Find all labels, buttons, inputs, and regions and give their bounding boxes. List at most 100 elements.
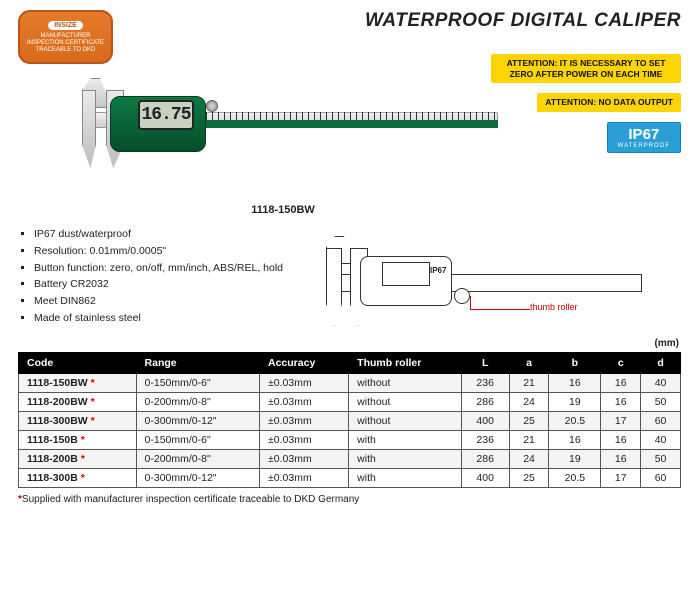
footnote-text: Supplied with manufacturer inspection ce… <box>22 494 359 505</box>
table-row: 1118-150B *0-150mm/0-6"±0.03mmwith236211… <box>19 431 681 450</box>
certification-badge: INSIZE MANUFACTURER INSPECTION CERTIFICA… <box>18 10 113 64</box>
table-cell: 40 <box>641 431 681 450</box>
caliper-graduations <box>158 112 498 120</box>
table-cell: ±0.03mm <box>260 393 349 412</box>
diagram-ip67-text: IP67 <box>430 266 446 275</box>
table-cell: 0-300mm/0-12" <box>136 469 259 488</box>
table-cell: with <box>349 450 462 469</box>
diagram-callout-line <box>470 296 530 310</box>
table-cell: ±0.03mm <box>260 450 349 469</box>
caliper-lcd: 16.75 <box>138 100 194 130</box>
table-cell: 16 <box>601 431 641 450</box>
table-cell: with <box>349 469 462 488</box>
table-cell: 0-150mm/0-6" <box>136 431 259 450</box>
table-cell: 24 <box>509 393 549 412</box>
table-cell: 21 <box>509 374 549 393</box>
table-header-cell: Range <box>136 353 259 374</box>
row-asterisk: * <box>78 472 85 484</box>
table-cell: 50 <box>641 450 681 469</box>
table-cell: 0-200mm/0-8" <box>136 393 259 412</box>
table-cell: without <box>349 374 462 393</box>
table-cell: without <box>349 412 462 431</box>
table-row: 1118-300B *0-300mm/0-12"±0.03mmwith40025… <box>19 469 681 488</box>
table-cell: 17 <box>601 412 641 431</box>
table-header-cell: L <box>461 353 509 374</box>
table-cell: 16 <box>549 374 601 393</box>
table-header-cell: b <box>549 353 601 374</box>
row-asterisk: * <box>78 453 85 465</box>
badge-line2: INSPECTION CERTIFICATE <box>27 40 104 47</box>
table-cell: 286 <box>461 450 509 469</box>
table-cell: 0-150mm/0-6" <box>136 374 259 393</box>
caliper-green-strip <box>158 120 498 128</box>
table-cell: 1118-200BW * <box>19 393 137 412</box>
table-cell: 40 <box>641 374 681 393</box>
table-row: 1118-300BW *0-300mm/0-12"±0.03mmwithout4… <box>19 412 681 431</box>
table-cell: 236 <box>461 431 509 450</box>
table-cell: 20.5 <box>549 412 601 431</box>
table-cell: with <box>349 431 462 450</box>
table-cell: 0-200mm/0-8" <box>136 450 259 469</box>
table-cell: 16 <box>601 374 641 393</box>
feature-item: Battery CR2032 <box>34 276 298 293</box>
table-cell: 16 <box>549 431 601 450</box>
table-cell: 25 <box>509 412 549 431</box>
table-cell: 400 <box>461 469 509 488</box>
table-cell: ±0.03mm <box>260 469 349 488</box>
table-cell: 16 <box>601 450 641 469</box>
table-cell: 60 <box>641 412 681 431</box>
feature-item: Resolution: 0.01mm/0.0005" <box>34 243 298 260</box>
table-cell: ±0.03mm <box>260 431 349 450</box>
badge-line1: MANUFACTURER <box>40 33 90 40</box>
table-header-cell: a <box>509 353 549 374</box>
diagram-fixed-jaw <box>326 248 342 326</box>
table-cell: 1118-150B * <box>19 431 137 450</box>
caliper-lock-wheel <box>206 100 218 112</box>
table-cell: 236 <box>461 374 509 393</box>
feature-item: Meet DIN862 <box>34 293 298 310</box>
attention-no-data: ATTENTION: NO DATA OUTPUT <box>537 93 681 112</box>
table-cell: 1118-150BW * <box>19 374 137 393</box>
specifications-table: CodeRangeAccuracyThumb rollerLabcd 1118-… <box>18 352 681 488</box>
diagram-callout-text: thumb roller <box>530 302 578 312</box>
table-header-cell: Accuracy <box>260 353 349 374</box>
table-cell: 24 <box>509 450 549 469</box>
table-cell: 16 <box>601 393 641 412</box>
table-cell: ±0.03mm <box>260 412 349 431</box>
ip67-badge: IP67 WATERPROOF <box>607 122 681 153</box>
ip67-main: IP67 <box>628 126 659 143</box>
dimension-diagram: IP67 thumb roller <box>312 226 662 346</box>
row-asterisk: * <box>88 377 95 389</box>
row-asterisk: * <box>88 415 95 427</box>
feature-item: Button function: zero, on/off, mm/inch, … <box>34 260 298 277</box>
badge-brand: INSIZE <box>48 21 83 31</box>
row-asterisk: * <box>78 434 85 446</box>
table-cell: 1118-300BW * <box>19 412 137 431</box>
table-header-cell: c <box>601 353 641 374</box>
table-cell: 25 <box>509 469 549 488</box>
table-header-cell: Code <box>19 353 137 374</box>
table-cell: 1118-200B * <box>19 450 137 469</box>
table-cell: 21 <box>509 431 549 450</box>
product-illustration: 16.75 <box>48 70 518 200</box>
table-cell: 19 <box>549 393 601 412</box>
feature-item: IP67 dust/waterproof <box>34 226 298 243</box>
table-cell: 400 <box>461 412 509 431</box>
table-header-cell: Thumb roller <box>349 353 462 374</box>
footnote: *Supplied with manufacturer inspection c… <box>18 494 681 505</box>
table-cell: 286 <box>461 393 509 412</box>
table-row: 1118-200BW *0-200mm/0-8"±0.03mmwithout28… <box>19 393 681 412</box>
table-cell: 20.5 <box>549 469 601 488</box>
table-row: 1118-150BW *0-150mm/0-6"±0.03mmwithout23… <box>19 374 681 393</box>
caliper-fixed-jaw <box>82 90 96 168</box>
row-asterisk: * <box>88 396 95 408</box>
feature-item: Made of stainless steel <box>34 310 298 327</box>
unit-label: (mm) <box>655 338 679 349</box>
ip67-sub: WATERPROOF <box>618 143 670 149</box>
table-cell: 50 <box>641 393 681 412</box>
badge-line3: TRACEABLE TO DKD <box>36 47 96 54</box>
table-cell: 60 <box>641 469 681 488</box>
diagram-thumb-roller <box>454 288 470 304</box>
table-cell: 17 <box>601 469 641 488</box>
attention-set-zero: ATTENTION: IT IS NECESSARY TO SET ZERO A… <box>491 54 681 83</box>
